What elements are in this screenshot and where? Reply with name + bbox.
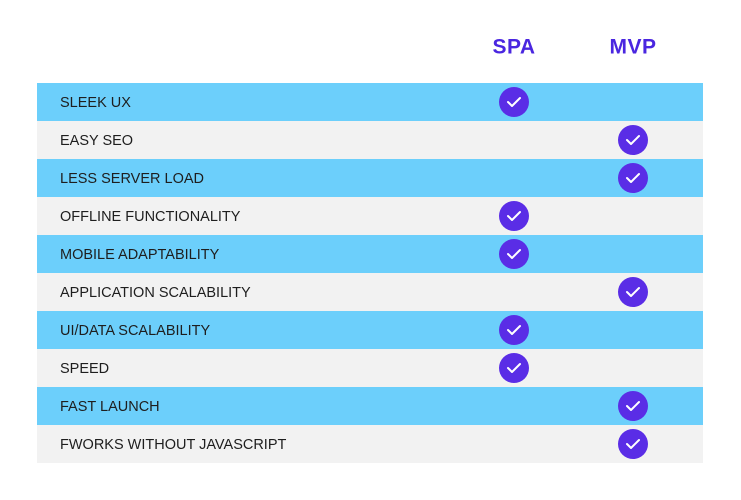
- check-icon: [499, 239, 529, 269]
- check-mark: [626, 401, 640, 411]
- check-circle: [618, 277, 648, 307]
- table-row: [37, 425, 703, 463]
- row-label: FAST LAUNCH: [60, 399, 160, 415]
- check-circle: [499, 239, 529, 269]
- check-icon: [499, 353, 529, 383]
- check-mark: [507, 363, 521, 373]
- row-label: SLEEK UX: [60, 95, 131, 111]
- check-icon: [499, 201, 529, 231]
- table-row: [37, 197, 703, 235]
- check-icon: [618, 429, 648, 459]
- row-label: SPEED: [60, 361, 109, 377]
- check-mark: [626, 287, 640, 297]
- check-icon: [499, 87, 529, 117]
- column-header: MVP: [609, 36, 656, 59]
- row-label: APPLICATION SCALABILITY: [60, 285, 251, 301]
- check-mark: [626, 173, 640, 183]
- check-icon: [618, 391, 648, 421]
- column-header: SPA: [492, 36, 535, 59]
- table-row: [37, 235, 703, 273]
- check-circle: [618, 429, 648, 459]
- row-label: LESS SERVER LOAD: [60, 171, 204, 187]
- row-label: UI/DATA SCALABILITY: [60, 323, 210, 339]
- table-row: [37, 121, 703, 159]
- table-row: [37, 273, 703, 311]
- check-icon: [618, 163, 648, 193]
- table-row: [37, 159, 703, 197]
- check-circle: [499, 353, 529, 383]
- check-mark: [507, 325, 521, 335]
- check-circle: [618, 163, 648, 193]
- table-row: [37, 311, 703, 349]
- row-label: EASY SEO: [60, 133, 133, 149]
- check-icon: [618, 277, 648, 307]
- check-circle: [618, 125, 648, 155]
- row-label: MOBILE ADAPTABILITY: [60, 247, 220, 263]
- check-mark: [626, 439, 640, 449]
- table-row: [37, 387, 703, 425]
- table-row: [37, 83, 703, 121]
- row-label: FWORKS WITHOUT JAVASCRIPT: [60, 437, 287, 453]
- row-label: OFFLINE FUNCTIONALITY: [60, 209, 241, 225]
- check-mark: [507, 211, 521, 221]
- check-mark: [507, 249, 521, 259]
- table-row: [37, 349, 703, 387]
- check-icon: [618, 125, 648, 155]
- check-mark: [507, 97, 521, 107]
- check-circle: [499, 87, 529, 117]
- check-circle: [499, 201, 529, 231]
- check-icon: [499, 315, 529, 345]
- check-circle: [499, 315, 529, 345]
- check-mark: [626, 135, 640, 145]
- check-circle: [618, 391, 648, 421]
